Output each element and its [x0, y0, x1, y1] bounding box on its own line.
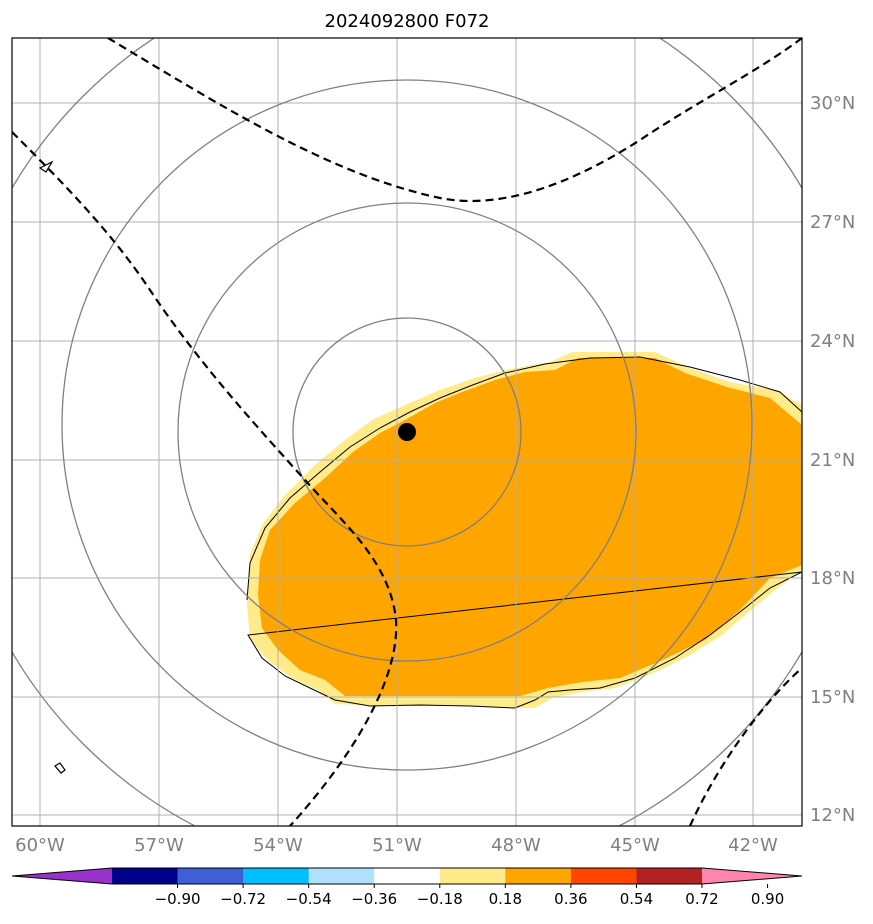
colorbar-segment [177, 868, 244, 884]
colorbar-segment [308, 868, 375, 884]
lon-labels: 60°W 57°W 54°W 51°W 48°W 45°W 42°W [15, 835, 778, 856]
center-marker [398, 423, 416, 441]
map-title: 2024092800 F072 [325, 11, 490, 32]
range-ring-1 [292, 317, 522, 547]
small-contour-nw [38, 160, 54, 173]
colorbar-outline [11, 867, 803, 885]
colorbar-tick-label: 0.90 [751, 890, 784, 908]
dashed-contour-west [12, 131, 398, 826]
lat-label: 12°N [810, 805, 855, 826]
lon-label: 54°W [253, 835, 303, 856]
lat-label: 18°N [810, 568, 855, 589]
colorbar-tick-label: −0.72 [220, 890, 266, 908]
map-area [12, 38, 802, 826]
small-contour-sw [54, 762, 66, 774]
colorbar-tick-label: −0.54 [286, 890, 332, 908]
lon-label: 48°W [491, 835, 541, 856]
colorbar-tick-label: 0.72 [685, 890, 718, 908]
range-ring-2 [177, 202, 637, 662]
colorbar-extend-high [702, 868, 802, 884]
colorbar-tick-label: 0.54 [620, 890, 653, 908]
dashed-contour-north [107, 38, 802, 202]
colorbar-segment [505, 868, 572, 884]
lon-label: 60°W [15, 835, 65, 856]
lat-label: 24°N [810, 331, 855, 352]
lat-label: 30°N [810, 93, 855, 114]
gridlines [12, 38, 802, 826]
colorbar-tick-label: 0.18 [489, 890, 522, 908]
colorbar-extend-low [12, 868, 112, 884]
colorbar-tick-label: 0.36 [554, 890, 587, 908]
lat-label: 15°N [810, 687, 855, 708]
dashed-contour-southeast [688, 667, 802, 826]
dashed-contours [12, 38, 802, 826]
colorbar-segment [243, 868, 310, 884]
lat-label: 21°N [810, 450, 855, 471]
lat-labels: 30°N 27°N 24°N 21°N 18°N 15°N 12°N [810, 93, 855, 826]
lon-label: 42°W [728, 835, 778, 856]
colorbar-segment [374, 868, 441, 884]
field-contour [246, 356, 802, 709]
colorbar-tick-label: −0.36 [351, 890, 397, 908]
colorbar-segment [570, 868, 637, 884]
colorbar-tick-label: −0.90 [155, 890, 201, 908]
range-ring-3 [61, 79, 753, 771]
colorbar-tick-label: −0.18 [417, 890, 463, 908]
colorbar-segment [112, 868, 179, 884]
colorbar-segment [439, 868, 506, 884]
lon-label: 45°W [610, 835, 660, 856]
colorbar: −0.90 −0.72 −0.54 −0.36 −0.18 0.18 0.36 0.54 0.7… [11, 867, 803, 908]
range-rings [12, 38, 802, 826]
lat-label: 27°N [810, 212, 855, 233]
colorbar-segment [636, 868, 703, 884]
lon-label: 57°W [134, 835, 184, 856]
map-frame [11, 37, 803, 827]
lon-label: 51°W [372, 835, 422, 856]
